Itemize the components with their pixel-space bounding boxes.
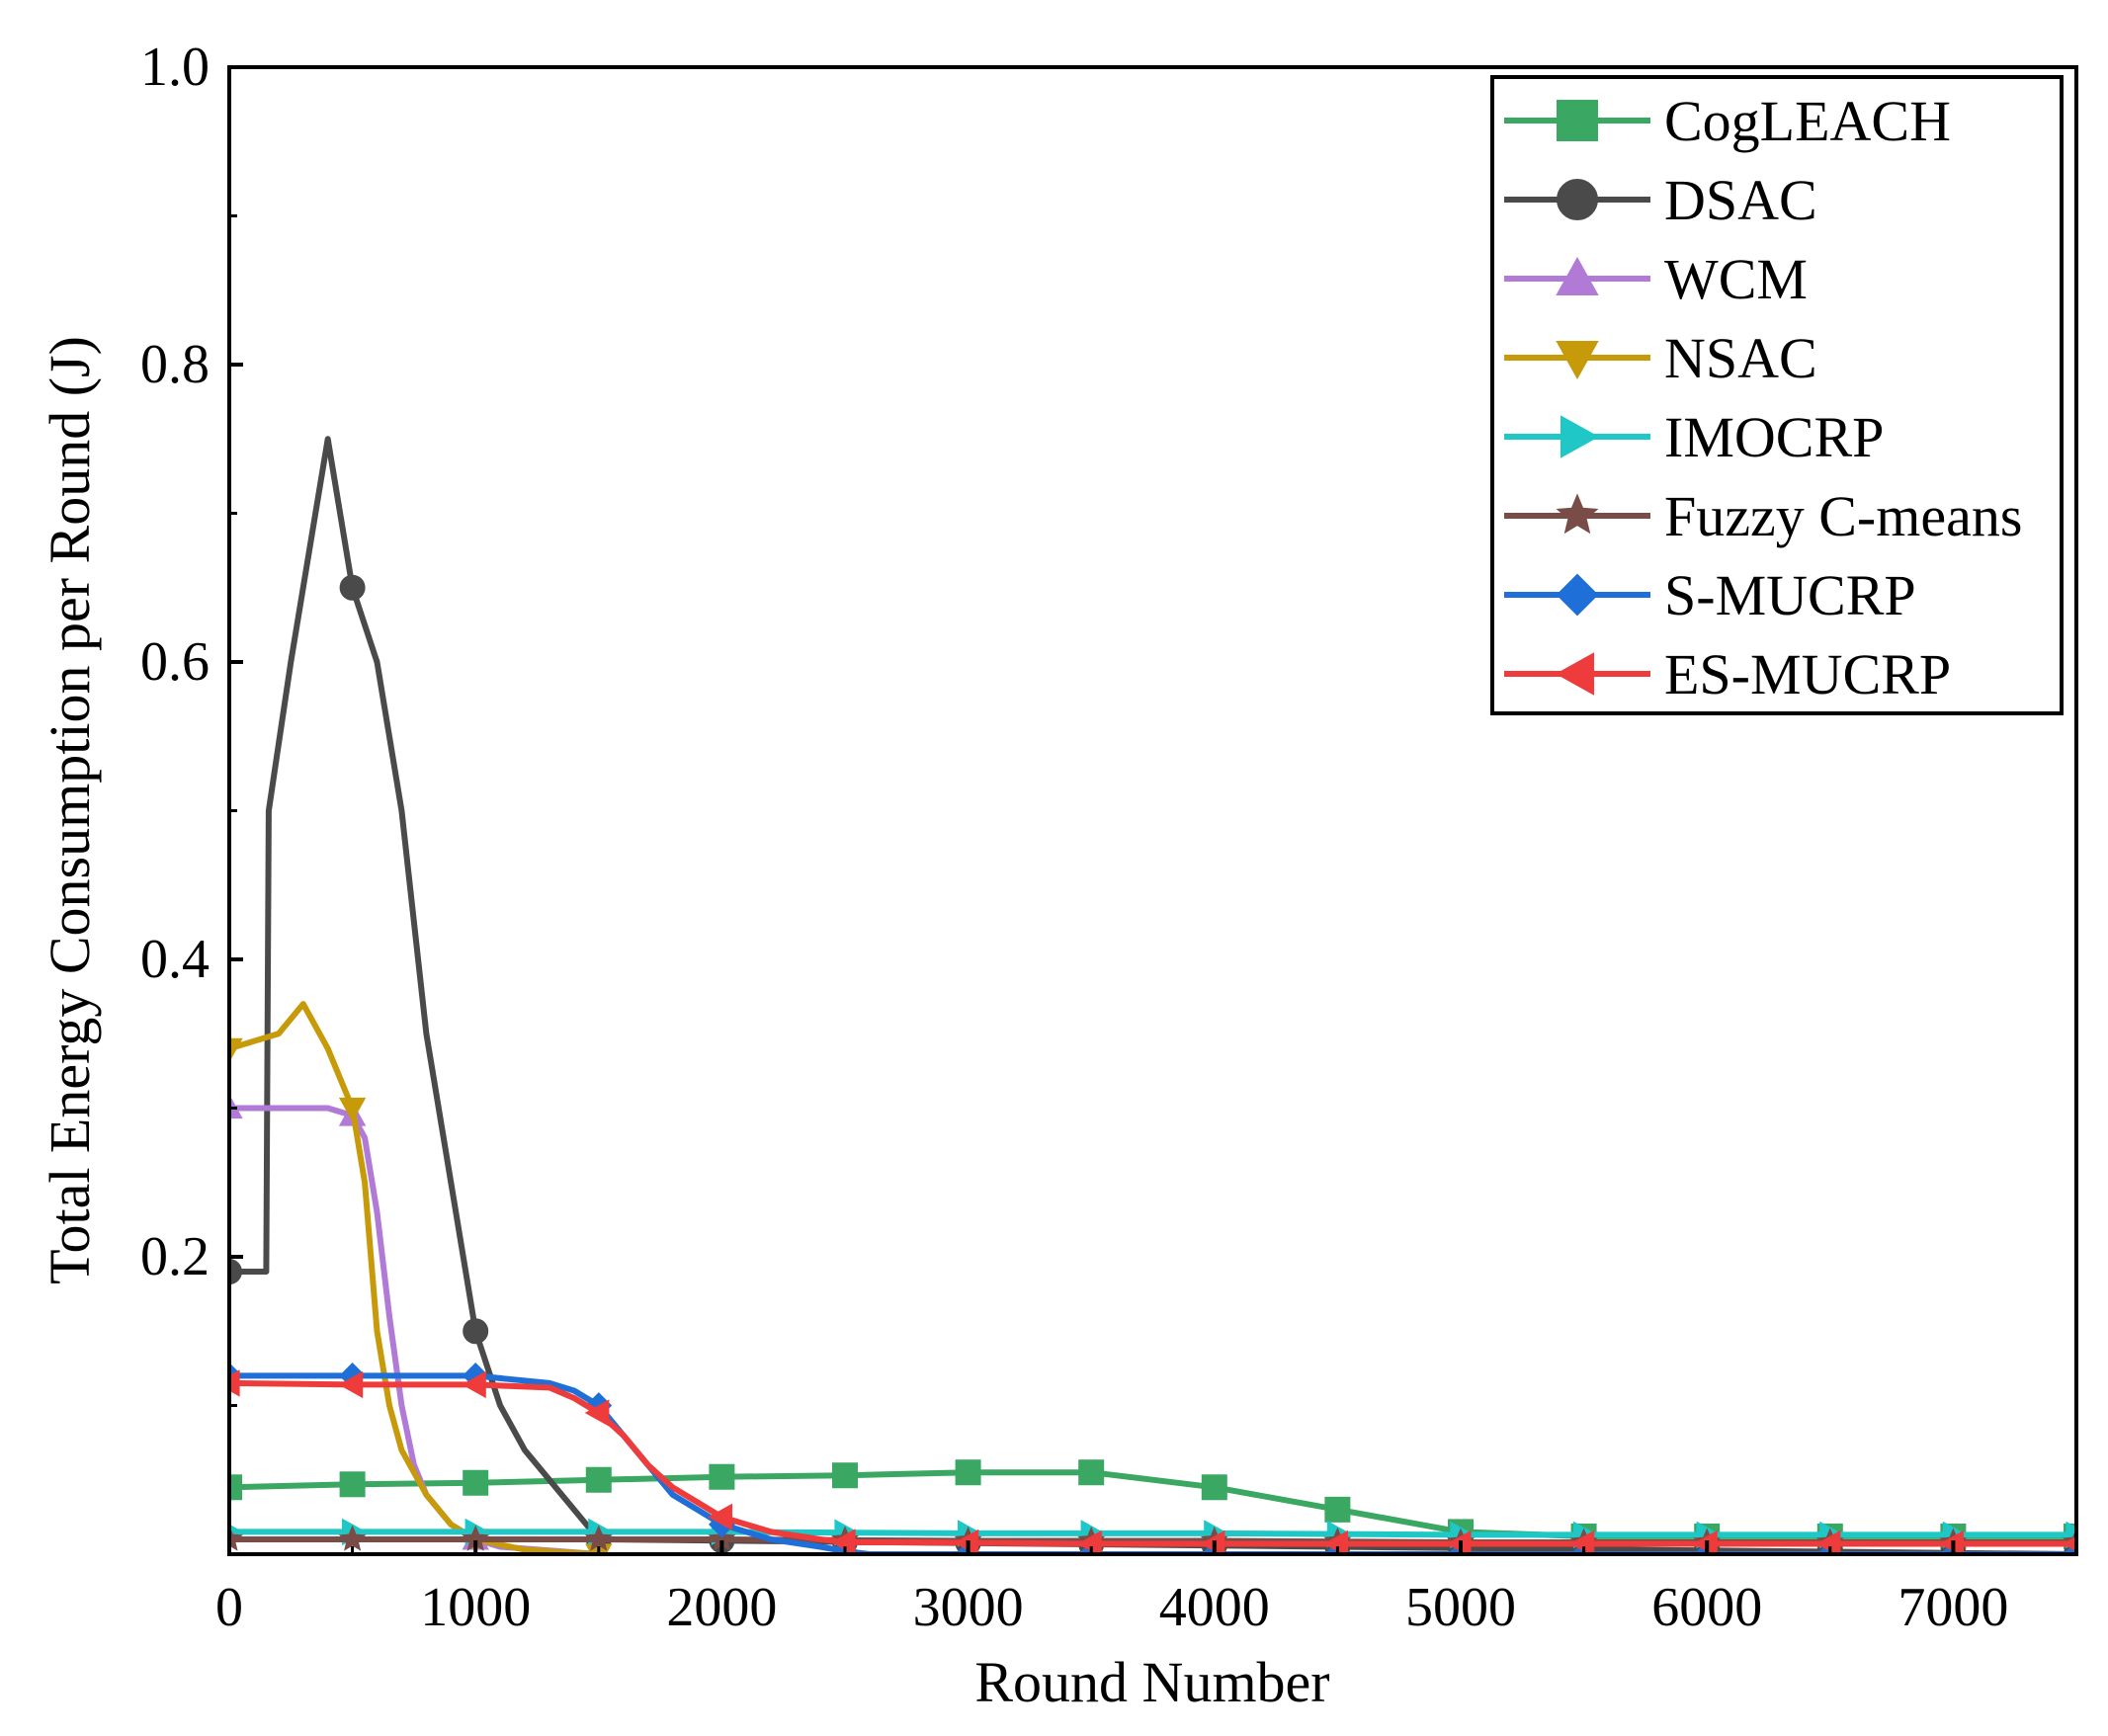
y-tick-label: 0.4: [140, 929, 210, 990]
ticks-layer: 0 1000 2000 3000 4000 5000 6000 7000 0.2 0.4 0.6 0.…: [140, 37, 2008, 1638]
series-marker-7: [338, 1370, 364, 1399]
y-tick-label: 0.6: [140, 631, 210, 693]
x-tick-label: 1000: [420, 1577, 531, 1638]
x-tick-label: 7000: [1897, 1577, 2008, 1638]
legend-marker: [1556, 256, 1599, 295]
y-axis-title: Total Energy Consumption per Round (J): [38, 336, 102, 1284]
legend-marker: [1556, 493, 1599, 535]
legend-label: IMOCRP: [1664, 405, 1884, 469]
x-axis-title: Round Number: [974, 1650, 1329, 1714]
y-tick-label: 0.8: [140, 334, 210, 395]
series-marker-5: [584, 1525, 613, 1551]
series-marker-0: [832, 1462, 858, 1489]
x-tick-label: 4000: [1159, 1577, 1270, 1638]
legend-label: Fuzzy C-means: [1664, 484, 2022, 548]
series-marker-1: [229, 1259, 242, 1285]
series-marker-7: [708, 1503, 732, 1531]
series-line-7: [229, 1379, 2076, 1547]
y-tick-label: 1.0: [140, 37, 210, 98]
x-tick-label: 5000: [1405, 1577, 1516, 1638]
legend-label: DSAC: [1664, 168, 1817, 232]
legend-marker: [1555, 652, 1594, 696]
legend-label: NSAC: [1664, 326, 1817, 390]
series-marker-3: [229, 1037, 243, 1063]
legend-label: S-MUCRP: [1664, 563, 1916, 627]
series-marker-5: [229, 1525, 243, 1551]
x-tick-label: 2000: [666, 1577, 777, 1638]
series-marker-0: [1324, 1496, 1351, 1523]
series-marker-0: [1201, 1474, 1227, 1501]
series-line-6: [229, 1372, 2076, 1554]
series-marker-7: [229, 1369, 240, 1397]
legend-label: CogLEACH: [1664, 89, 1951, 153]
series-line-1: [229, 436, 2076, 1554]
legend-label: ES-MUCRP: [1664, 642, 1951, 706]
series-marker-5: [338, 1525, 367, 1551]
legend-marker: [1556, 341, 1599, 380]
legend: CogLEACH DSAC WCM NSAC IMOCRP Fuzzy C-means S-…: [1490, 75, 2064, 715]
legend-marker: [1557, 179, 1598, 220]
legend-marker: [1560, 415, 1600, 458]
series-line-0: [229, 1469, 2076, 1539]
legend-marker: [1557, 100, 1598, 141]
series-marker-1: [339, 574, 366, 601]
y-tick-label: 0.2: [140, 1226, 210, 1287]
series-marker-7: [462, 1370, 486, 1399]
legend-marker: [1556, 573, 1599, 617]
series-marker-0: [339, 1471, 366, 1498]
series-marker-7: [584, 1399, 610, 1427]
x-tick-label: 6000: [1651, 1577, 1762, 1638]
legend-label: WCM: [1664, 247, 1808, 311]
series-marker-0: [709, 1463, 735, 1490]
series-marker-0: [955, 1459, 981, 1486]
series-marker-0: [1078, 1459, 1105, 1486]
series-marker-3: [338, 1097, 367, 1122]
x-tick-label: 3000: [913, 1577, 1024, 1638]
series-marker-0: [463, 1469, 489, 1496]
series-marker-1: [463, 1318, 489, 1345]
x-tick-label: 0: [215, 1577, 243, 1638]
series-line-4: [229, 1529, 2076, 1538]
series-marker-0: [229, 1474, 242, 1501]
series-marker-0: [585, 1466, 612, 1493]
